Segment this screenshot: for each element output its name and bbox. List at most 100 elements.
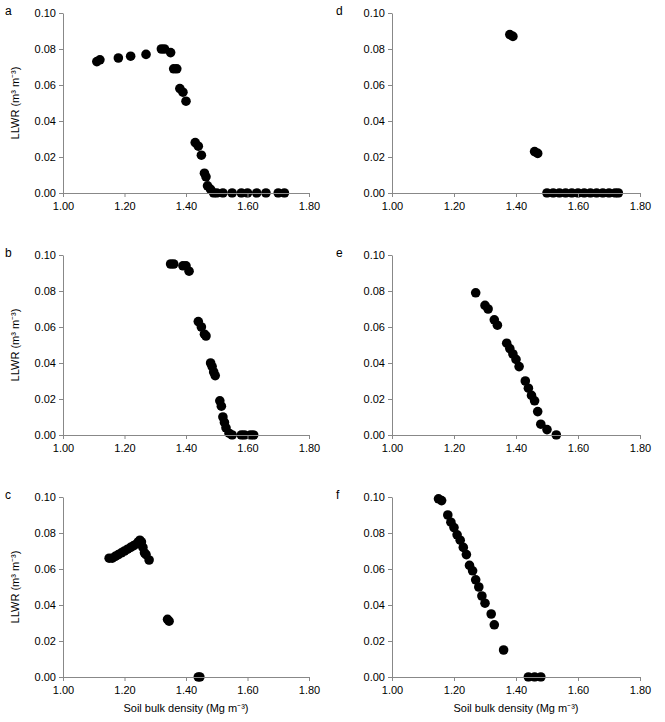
tick: 1.40 — [506, 677, 527, 696]
tick: 1.60 — [568, 677, 589, 696]
tick-label: 0.00 — [364, 187, 385, 199]
tick: 0.00 — [364, 187, 392, 199]
tick-label: 0.04 — [35, 599, 56, 611]
tick-mark — [125, 435, 126, 439]
tick-label: 1.40 — [506, 200, 527, 212]
axis-line — [392, 498, 393, 678]
tick-label: 0.10 — [35, 249, 56, 261]
panel-label: d — [336, 4, 343, 18]
tick: 1.00 — [53, 435, 74, 454]
tick-label: 0.08 — [35, 527, 56, 539]
axis-line — [63, 498, 64, 678]
tick-label: 0.02 — [35, 393, 56, 405]
tick-label: 0.04 — [364, 115, 385, 127]
tick: 0.10 — [364, 7, 392, 19]
tick: 0.04 — [364, 357, 392, 369]
tick: 0.04 — [364, 115, 392, 127]
tick-mark — [388, 255, 392, 256]
tick-mark — [640, 435, 641, 439]
tick-label: 1.20 — [444, 684, 465, 696]
tick-mark — [125, 193, 126, 197]
point — [493, 320, 503, 330]
tick-mark — [388, 291, 392, 292]
tick-mark — [388, 569, 392, 570]
tick: 1.80 — [630, 193, 651, 212]
point — [217, 401, 227, 411]
tick-label: 1.40 — [176, 442, 197, 454]
tick-label: 0.08 — [35, 285, 56, 297]
tick-label: 1.20 — [114, 684, 135, 696]
tick-label: 1.00 — [382, 200, 403, 212]
point — [181, 96, 191, 106]
tick: 0.00 — [364, 671, 392, 683]
tick-label: 1.00 — [382, 442, 403, 454]
tick-label: 1.80 — [299, 200, 320, 212]
tick-label: 1.20 — [114, 442, 135, 454]
tick-label: 0.00 — [364, 429, 385, 441]
tick-label: 0.00 — [35, 429, 56, 441]
tick-mark — [59, 157, 63, 158]
tick-mark — [388, 605, 392, 606]
tick-mark — [248, 193, 249, 197]
tick-label: 1.20 — [444, 442, 465, 454]
panel: 1.001.201.401.601.800.000.020.040.060.08… — [35, 7, 321, 212]
tick-mark — [186, 435, 187, 439]
tick: 0.08 — [35, 43, 63, 55]
tick: 1.80 — [630, 435, 651, 454]
tick-label: 1.80 — [630, 442, 651, 454]
tick: 0.04 — [35, 599, 63, 611]
tick-mark — [186, 193, 187, 197]
point — [201, 172, 211, 182]
tick: 1.20 — [114, 435, 135, 454]
tick-label: 1.60 — [568, 442, 589, 454]
point — [486, 609, 496, 619]
tick-label: 1.80 — [299, 442, 320, 454]
tick: 0.04 — [35, 115, 63, 127]
tick: 1.40 — [506, 435, 527, 454]
tick-mark — [59, 85, 63, 86]
tick-mark — [388, 327, 392, 328]
tick-mark — [388, 85, 392, 86]
tick: 0.00 — [364, 429, 392, 441]
points — [471, 288, 561, 440]
tick: 0.08 — [35, 285, 63, 297]
tick: 0.04 — [364, 599, 392, 611]
panel: 1.001.201.401.601.800.000.020.040.060.08… — [364, 491, 652, 696]
tick-mark — [392, 193, 393, 197]
tick: 0.06 — [364, 563, 392, 575]
axis-line — [63, 14, 64, 194]
tick-mark — [59, 435, 63, 436]
tick: 0.06 — [364, 321, 392, 333]
point — [474, 582, 484, 592]
point — [169, 259, 179, 269]
tick-mark — [309, 677, 310, 681]
tick-mark — [640, 677, 641, 681]
point — [514, 362, 524, 372]
tick: 0.08 — [364, 43, 392, 55]
y-axis-title: LLWR (m³ m⁻³) — [9, 551, 21, 624]
y-axis-title: LLWR (m³ m⁻³) — [9, 309, 21, 382]
tick-mark — [454, 677, 455, 681]
tick: 1.00 — [53, 193, 74, 212]
points — [434, 494, 546, 682]
tick-mark — [59, 193, 63, 194]
y-axis-title: LLWR (m³ m⁻³) — [9, 67, 21, 140]
tick-mark — [516, 677, 517, 681]
point — [483, 304, 493, 314]
tick-label: 0.02 — [364, 151, 385, 163]
tick: 0.02 — [364, 151, 392, 163]
point — [114, 53, 124, 63]
y-axis: 0.000.020.040.060.080.10 — [35, 491, 64, 683]
tick-mark — [388, 497, 392, 498]
tick-mark — [59, 49, 63, 50]
tick-mark — [388, 399, 392, 400]
tick-mark — [63, 435, 64, 439]
tick-label: 1.40 — [506, 684, 527, 696]
panel: 1.001.201.401.601.800.000.020.040.060.08… — [364, 249, 652, 454]
tick: 0.02 — [35, 635, 63, 647]
point — [95, 55, 105, 65]
tick-mark — [388, 157, 392, 158]
point — [471, 288, 481, 298]
tick-label: 0.06 — [35, 321, 56, 333]
tick-mark — [59, 13, 63, 14]
